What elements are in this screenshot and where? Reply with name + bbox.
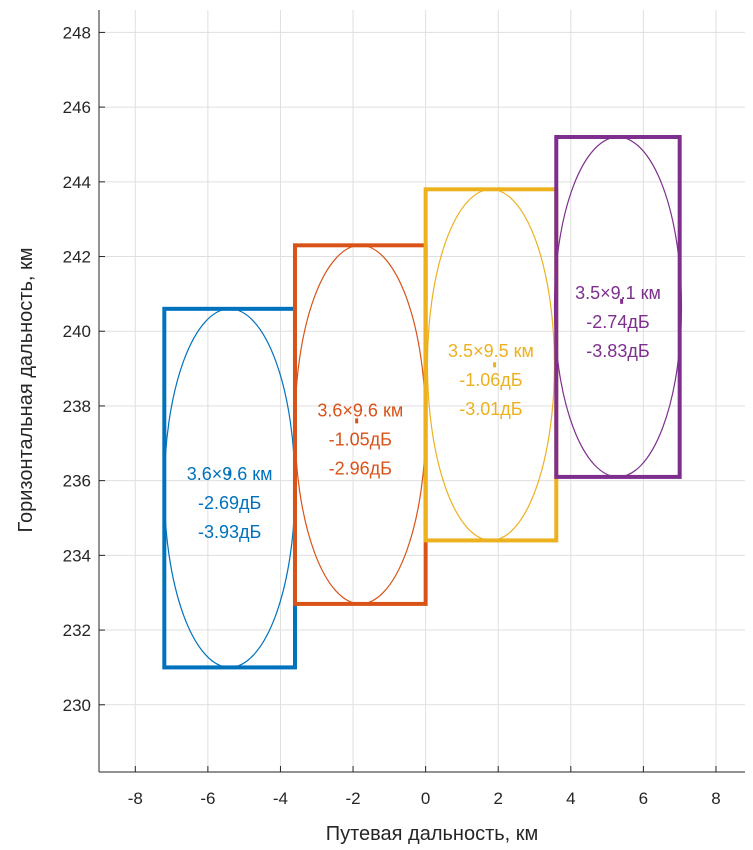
series-label: 3.5×9.1 км bbox=[575, 283, 661, 303]
center-marker bbox=[493, 362, 497, 368]
series-label: -2.69дБ bbox=[198, 493, 261, 513]
plot-area bbox=[99, 10, 745, 772]
x-tick-label: -2 bbox=[345, 789, 360, 808]
y-tick-label: 246 bbox=[63, 98, 91, 117]
center-marker bbox=[620, 298, 624, 304]
x-tick-label: -6 bbox=[200, 789, 215, 808]
y-tick-label: 244 bbox=[63, 173, 91, 192]
y-tick-label: 236 bbox=[63, 472, 91, 491]
x-tick-label: 6 bbox=[639, 789, 648, 808]
bounding-box bbox=[554, 135, 682, 479]
y-tick-label: 232 bbox=[63, 621, 91, 640]
series-layer: 3.6×9.6 км -2.69дБ -3.93дБ 3.6×9.6 км -1.05д… bbox=[162, 135, 683, 670]
series-label: 3.6×9.6 км bbox=[187, 464, 273, 484]
series-label: -1.06дБ bbox=[459, 370, 522, 390]
series-1: 3.6×9.6 км -2.69дБ -3.93дБ bbox=[162, 306, 297, 670]
ticks: -8 -6 -4 -2 0 2 4 6 8230232234236238240242244246… bbox=[63, 23, 721, 808]
x-tick-label: -8 bbox=[128, 789, 143, 808]
y-tick-label: 230 bbox=[63, 696, 91, 715]
series-label: 3.5×9.5 км bbox=[448, 341, 534, 361]
center-marker bbox=[228, 470, 232, 476]
series-label: -3.93дБ bbox=[198, 522, 261, 542]
series-3: 3.5×9.5 км -1.06дБ -3.01дБ bbox=[423, 187, 559, 543]
y-tick-label: 234 bbox=[63, 546, 91, 565]
series-label: 3.6×9.6 км bbox=[317, 401, 403, 421]
series-label: -2.96дБ bbox=[329, 459, 392, 479]
y-tick-label: 238 bbox=[63, 397, 91, 416]
y-tick-label: 248 bbox=[63, 23, 91, 42]
x-tick-label: 4 bbox=[566, 789, 575, 808]
series-label: -3.01дБ bbox=[459, 399, 522, 419]
x-tick-label: -4 bbox=[273, 789, 288, 808]
series-label: -3.83дБ bbox=[586, 341, 649, 361]
series-4: 3.5×9.1 км -2.74дБ -3.83дБ bbox=[553, 135, 683, 479]
x-axis-label: Путевая дальность, км bbox=[326, 823, 539, 845]
series-label: -2.74дБ bbox=[586, 312, 649, 332]
x-tick-label: 2 bbox=[493, 789, 502, 808]
center-marker bbox=[355, 418, 359, 424]
axes bbox=[98, 10, 745, 773]
x-tick-label: 8 bbox=[711, 789, 720, 808]
series-label: -1.05дБ bbox=[329, 430, 392, 450]
y-tick-label: 240 bbox=[63, 322, 91, 341]
y-axis-label: Горизонтальная дальность, км bbox=[15, 248, 37, 533]
y-tick-label: 242 bbox=[63, 248, 91, 267]
x-tick-label: 0 bbox=[421, 789, 430, 808]
